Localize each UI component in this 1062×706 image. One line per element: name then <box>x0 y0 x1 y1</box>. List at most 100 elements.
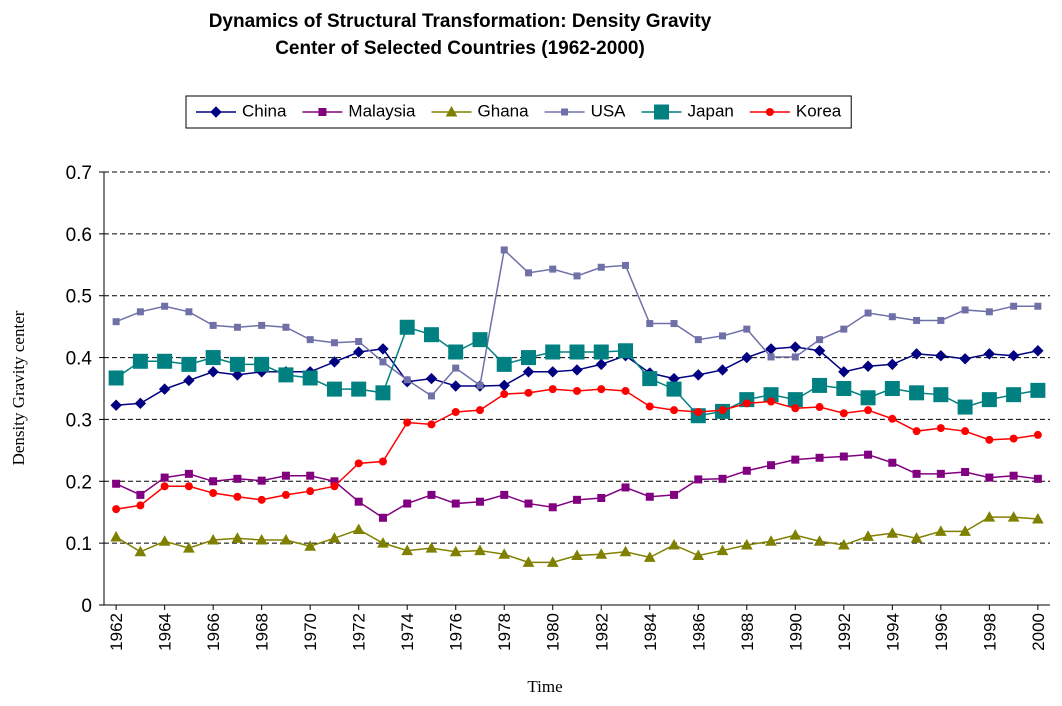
marker <box>399 319 415 335</box>
x-tick-label: 1998 <box>980 613 999 651</box>
marker <box>573 386 581 395</box>
marker <box>378 513 387 522</box>
marker <box>475 497 484 506</box>
marker <box>112 505 121 514</box>
marker <box>862 530 874 541</box>
marker <box>427 420 436 429</box>
marker <box>937 316 945 324</box>
marker <box>1033 474 1042 483</box>
marker <box>158 535 171 546</box>
marker <box>498 379 510 392</box>
marker <box>158 383 171 395</box>
marker <box>1007 350 1020 362</box>
x-tick-label: 1962 <box>107 613 126 651</box>
marker <box>767 353 775 361</box>
marker <box>643 551 656 562</box>
marker <box>160 473 169 482</box>
marker <box>209 477 218 486</box>
marker <box>524 269 532 277</box>
marker <box>110 399 122 411</box>
y-axis-label: Density Gravity center <box>9 310 28 465</box>
x-tick-label: 1972 <box>350 613 369 651</box>
marker <box>476 381 484 389</box>
marker <box>742 466 751 475</box>
marker <box>1006 387 1022 403</box>
marker <box>622 261 630 269</box>
marker <box>185 308 193 316</box>
marker <box>716 544 729 556</box>
marker <box>500 390 509 399</box>
marker <box>839 452 848 461</box>
marker <box>597 385 606 394</box>
marker <box>451 499 460 508</box>
marker <box>318 108 327 116</box>
marker <box>767 461 776 470</box>
series-line <box>115 453 1038 519</box>
marker <box>549 265 557 273</box>
marker <box>860 390 876 406</box>
marker <box>134 397 147 410</box>
marker <box>278 367 294 383</box>
marker <box>355 337 363 345</box>
marker <box>231 369 244 381</box>
marker <box>789 529 802 540</box>
marker <box>741 351 753 364</box>
marker <box>765 108 774 116</box>
x-tick-label: 1996 <box>932 613 951 651</box>
marker <box>569 344 585 360</box>
marker <box>642 371 658 387</box>
marker <box>258 321 266 329</box>
marker <box>862 360 874 372</box>
marker <box>1030 382 1046 398</box>
marker <box>546 556 559 567</box>
marker <box>281 471 290 480</box>
y-tick-label: 0.7 <box>66 163 92 184</box>
legend-label: Korea <box>796 101 842 120</box>
x-tick-label: 1994 <box>883 613 902 651</box>
legend-label: USA <box>591 101 627 120</box>
marker <box>933 387 949 403</box>
marker <box>765 535 777 546</box>
marker <box>718 474 727 483</box>
marker <box>522 556 535 567</box>
marker <box>961 468 970 477</box>
marker <box>231 532 244 543</box>
marker <box>257 476 266 485</box>
x-tick-label: 1988 <box>738 613 757 651</box>
marker <box>718 406 727 415</box>
x-tick-label: 1964 <box>156 613 175 651</box>
marker <box>985 473 994 482</box>
marker <box>545 344 561 360</box>
x-tick-label: 2000 <box>1029 613 1048 651</box>
marker <box>474 544 486 556</box>
marker <box>597 493 606 502</box>
marker <box>909 385 925 401</box>
marker <box>813 535 826 546</box>
marker <box>957 399 973 415</box>
marker <box>571 364 583 376</box>
marker <box>354 459 363 468</box>
marker <box>740 538 753 550</box>
marker <box>449 545 462 557</box>
legend-label: China <box>242 101 287 120</box>
marker <box>181 356 197 372</box>
marker <box>423 327 439 343</box>
marker <box>207 534 220 545</box>
marker <box>112 479 121 488</box>
marker <box>500 490 509 499</box>
marker <box>838 366 850 378</box>
marker <box>136 308 144 316</box>
marker <box>1034 302 1042 310</box>
marker <box>254 356 270 372</box>
marker <box>427 392 435 400</box>
marker <box>548 385 557 394</box>
marker <box>888 313 896 321</box>
marker <box>427 490 436 499</box>
marker <box>645 492 654 501</box>
marker <box>403 499 412 508</box>
marker <box>255 534 268 545</box>
marker <box>257 495 266 504</box>
x-tick-label: 1982 <box>592 613 611 651</box>
marker <box>328 532 341 543</box>
